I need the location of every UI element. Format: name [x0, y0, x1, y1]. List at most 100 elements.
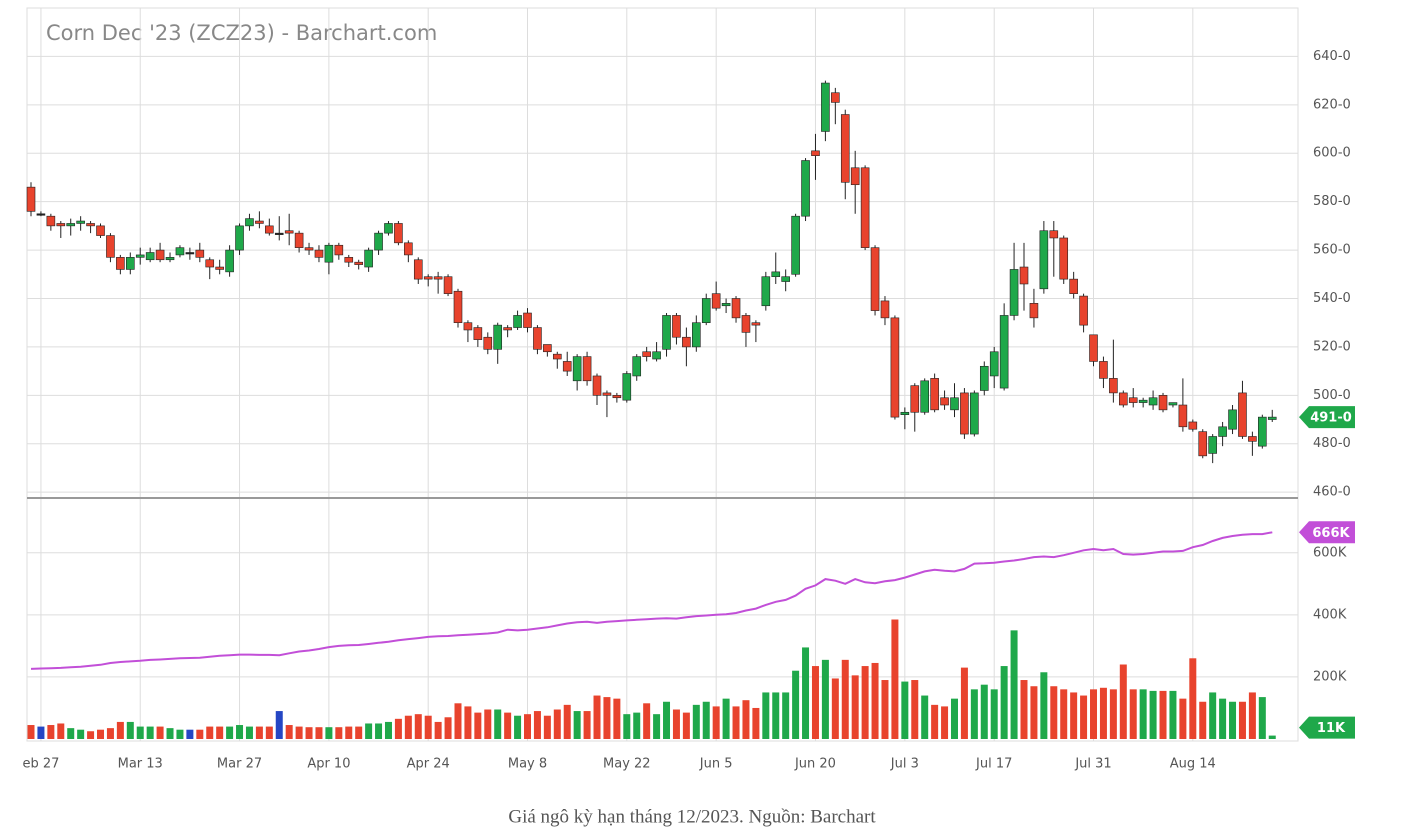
volume-bar [623, 714, 631, 739]
volume-bar [1020, 680, 1028, 739]
candle-body [46, 215, 56, 227]
y-tick-label: 540-0 [1313, 291, 1351, 306]
volume-bar [1040, 672, 1048, 739]
volume-bar [692, 704, 700, 739]
volume-bar [871, 662, 879, 739]
volume-bar [593, 695, 601, 739]
y-tick-label: 560-0 [1313, 243, 1351, 258]
volume-bar [375, 723, 383, 739]
volume-bar [682, 712, 690, 739]
volume-bar [1238, 701, 1246, 739]
volume-bar [1199, 701, 1207, 739]
candle-body [543, 344, 552, 353]
volume-bar [931, 704, 939, 739]
candle-body [126, 257, 135, 270]
candle-body [1148, 397, 1158, 406]
volume-bar [583, 711, 591, 739]
candle-body [721, 303, 731, 307]
volume-bar [265, 726, 273, 739]
candle-body [1039, 230, 1049, 290]
y-tick-label: 580-0 [1313, 194, 1351, 209]
y-tick-label: 520-0 [1313, 339, 1351, 354]
volume-bar [1189, 658, 1197, 739]
volume-bar [643, 703, 651, 739]
y-tick-label: 600-0 [1313, 146, 1351, 161]
candle-body [175, 247, 185, 256]
candle-body [1059, 237, 1069, 280]
volume-bar [67, 728, 75, 739]
volume-bar [285, 725, 293, 739]
volume-bar [484, 709, 492, 739]
x-tick-label: Jul 31 [1074, 757, 1111, 772]
volume-bar [1258, 697, 1266, 739]
volume-bar [255, 726, 263, 739]
volume-bar [772, 692, 780, 739]
candle-body [135, 254, 145, 258]
candle-body [344, 257, 354, 263]
volume-bar [236, 725, 244, 739]
volume-bar [1000, 666, 1008, 739]
candle-body [165, 257, 175, 261]
volume-bar [87, 731, 95, 739]
value-tag: 11K [1299, 716, 1355, 739]
volume-bar [1159, 690, 1167, 739]
volume-bar [752, 707, 760, 739]
candle-body [1238, 392, 1247, 437]
volume-bar [603, 697, 611, 739]
volume-bar [57, 723, 65, 739]
volume-bar [136, 726, 144, 739]
candle-body [870, 247, 880, 311]
grid [27, 8, 1298, 741]
volume-bar [226, 726, 234, 739]
volume-bar [355, 726, 363, 739]
volume-bar [1248, 692, 1256, 739]
volume-bar [494, 709, 502, 739]
volume-bar [980, 684, 988, 739]
volume-bar [1030, 686, 1038, 739]
candle-body [801, 160, 810, 217]
tag-shape [1299, 406, 1355, 429]
candle-body [910, 385, 920, 413]
y-tick-label: 460-0 [1313, 485, 1351, 500]
candle-body [612, 395, 622, 399]
volume-bar [77, 729, 85, 739]
volume-bar [802, 647, 810, 739]
volume-bar [345, 726, 353, 739]
volume-bar [404, 715, 412, 739]
candle-body [533, 327, 542, 350]
candle-body [443, 276, 453, 294]
volume-bar [106, 728, 114, 739]
candle-body [364, 249, 373, 268]
candle-body [741, 315, 751, 333]
candle-body [1248, 436, 1257, 442]
candle-body [682, 336, 691, 348]
candle-body [155, 249, 165, 261]
candle-body [791, 215, 800, 275]
candle-body [225, 249, 234, 273]
caption: Giá ngô kỳ hạn tháng 12/2023. Nguồn: Bar… [508, 806, 876, 827]
volume-bar [1179, 698, 1187, 739]
volume-bar [891, 619, 899, 739]
candle-body [970, 392, 979, 435]
volume-bar [156, 726, 164, 739]
volume-bar [37, 726, 45, 739]
open-interest-line [30, 531, 1273, 670]
candle-body [76, 220, 85, 224]
volume-bar [325, 727, 333, 739]
volume-bar [633, 712, 641, 739]
candle-body [324, 244, 334, 263]
volume-bar [245, 726, 253, 739]
volume-bar [275, 711, 283, 739]
candle-body [989, 351, 999, 377]
volume-bar [365, 723, 373, 739]
volume-bar [424, 715, 432, 739]
x-tick-label: Jun 20 [794, 757, 836, 772]
x-tick-label: May 22 [603, 757, 651, 772]
volume-bar [712, 706, 720, 739]
candle-body [781, 276, 790, 282]
x-tick-label: Jun 5 [699, 757, 733, 772]
candle-body [1109, 378, 1118, 394]
volume-bar [911, 680, 919, 739]
candle-body [265, 225, 274, 234]
volume-bar [702, 701, 710, 739]
